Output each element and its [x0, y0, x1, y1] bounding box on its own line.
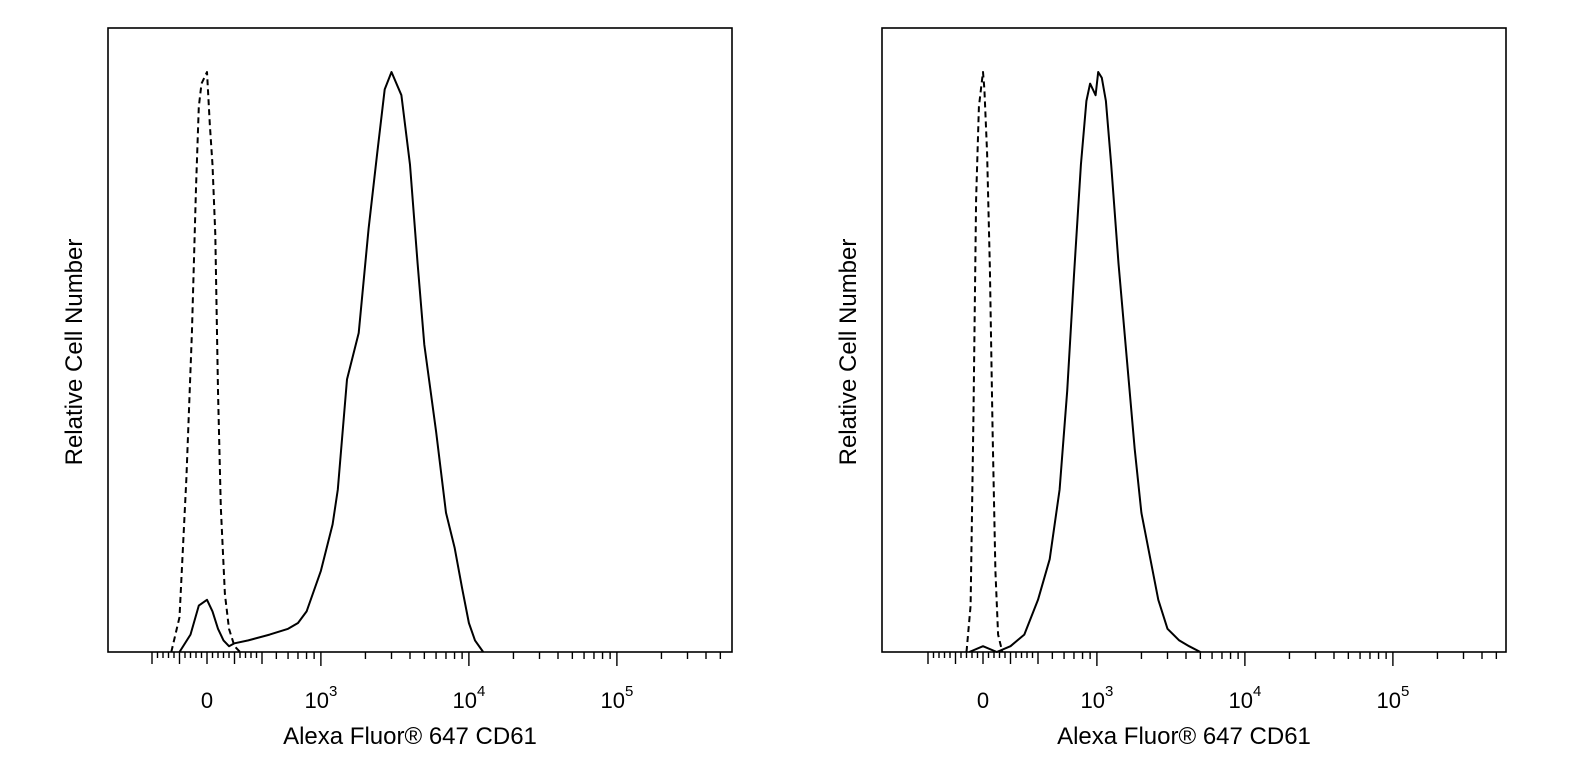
- x-axis-ticks: [151, 652, 722, 666]
- series-isotype-control-line: [170, 71, 241, 653]
- x-axis-title: Alexa Fluor® 647 CD61: [1057, 723, 1311, 750]
- x-tick-label-1: 103: [1080, 683, 1113, 713]
- series-cd61-stained-line: [178, 71, 485, 653]
- x-axis-ticks: [927, 652, 1498, 666]
- y-axis-title: Relative Cell Number: [835, 239, 862, 466]
- chart-panel-1: 0 103 104 105 Alexa Fluor® 647 CD61 Relative …: [61, 27, 733, 750]
- x-tick-label-3: 105: [1376, 683, 1409, 713]
- x-axis-title: Alexa Fluor® 647 CD61: [283, 723, 537, 750]
- x-tick-exponent: 3: [329, 683, 337, 700]
- series-cd61-stained-line: [968, 71, 1201, 653]
- x-tick-label-0: 0: [977, 688, 989, 713]
- x-tick-label-2: 104: [452, 683, 485, 713]
- x-tick-exponent: 5: [1401, 683, 1409, 700]
- x-tick-exponent: 5: [625, 683, 633, 700]
- x-tick-label-2: 104: [1228, 683, 1261, 713]
- x-tick-exponent: 4: [1253, 683, 1261, 700]
- x-tick-label-0: 0: [201, 688, 213, 713]
- series-isotype-control-line: [965, 71, 1004, 653]
- chart-panel-2: 0 103 104 105 Alexa Fluor® 647 CD61 Relative …: [835, 27, 1507, 750]
- x-tick-label-3: 105: [600, 683, 633, 713]
- x-tick-exponent: 4: [477, 683, 485, 700]
- plot-frame: [881, 27, 1507, 653]
- plot-frame: [107, 27, 733, 653]
- y-axis-title: Relative Cell Number: [61, 239, 88, 466]
- x-tick-exponent: 3: [1105, 683, 1113, 700]
- x-tick-label-1: 103: [304, 683, 337, 713]
